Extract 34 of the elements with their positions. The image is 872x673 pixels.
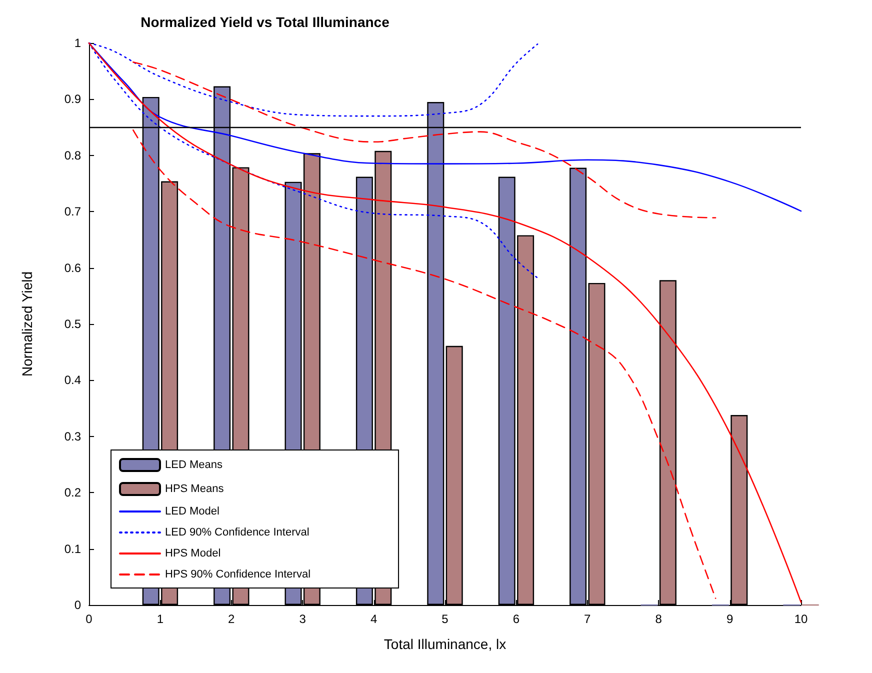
legend-label: HPS 90% Confidence Interval bbox=[165, 568, 311, 580]
x-tick-label: 2 bbox=[228, 612, 236, 626]
x-tick-label: 4 bbox=[370, 612, 378, 626]
x-tick-label: 8 bbox=[655, 612, 662, 626]
y-tick-label: 0.6 bbox=[64, 260, 82, 275]
x-tick-label: 0 bbox=[86, 612, 93, 626]
x-tick-label: 10 bbox=[794, 612, 808, 626]
y-tick-label: 1 bbox=[74, 36, 82, 50]
y-tick-label: 0.9 bbox=[64, 92, 82, 106]
y-axis-title: Normalized Yield bbox=[19, 271, 35, 377]
x-axis-title: Total Illuminance, lx bbox=[384, 636, 506, 652]
y-tick-label: 0.5 bbox=[64, 317, 82, 331]
x-tick-label: 9 bbox=[726, 612, 734, 626]
y-tick-label: 0.8 bbox=[64, 148, 82, 162]
line-series bbox=[88, 42, 802, 603]
x-tick-label: 5 bbox=[442, 612, 449, 626]
y-tick-label: 0.3 bbox=[64, 429, 82, 444]
legend-label: LED 90% Confidence Interval bbox=[165, 526, 310, 538]
y-tick-label: 0.2 bbox=[64, 486, 82, 500]
x-tick-label: 6 bbox=[512, 612, 520, 626]
y-tick-label: 0.7 bbox=[64, 204, 82, 219]
legend-label: LED Means bbox=[165, 459, 223, 471]
x-tick-label: 7 bbox=[584, 612, 592, 626]
chart-title: Normalized Yield vs Total Illuminance bbox=[140, 14, 390, 30]
y-tick-label: 0.4 bbox=[64, 373, 82, 388]
line-series bbox=[132, 129, 716, 599]
x-tick-label: 3 bbox=[299, 612, 306, 626]
legend-label: HPS Model bbox=[165, 548, 221, 560]
legend-label: LED Model bbox=[165, 506, 220, 518]
y-tick-label: 0 bbox=[74, 598, 82, 612]
line-series bbox=[132, 61, 716, 218]
y-tick-label: 0.1 bbox=[64, 542, 82, 556]
legend-label: HPS Means bbox=[165, 483, 224, 495]
x-tick-label: 1 bbox=[156, 612, 164, 626]
